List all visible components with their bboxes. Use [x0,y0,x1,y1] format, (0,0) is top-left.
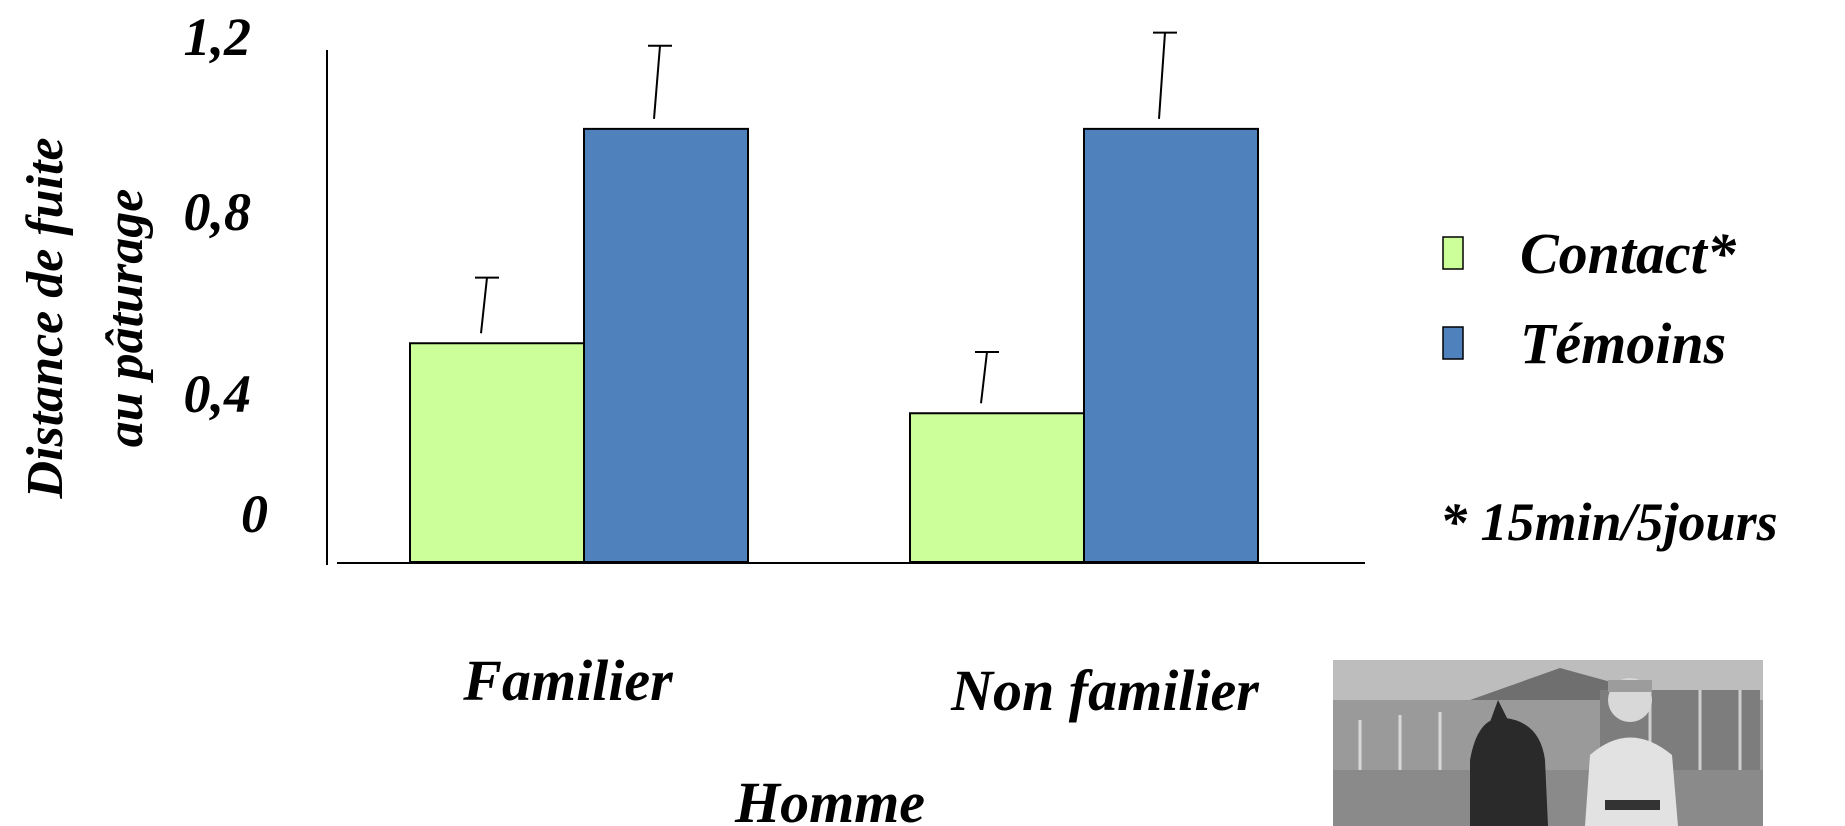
error-bar [980,351,988,404]
bar-temoins-non-familier [1083,127,1259,563]
y-axis-label-line2: au pâturage [97,189,154,448]
y-tick-label: 0,4 [184,364,252,424]
legend-swatch [1442,326,1464,360]
legend-label: Témoins [1520,311,1726,376]
legend-swatch [1442,236,1464,270]
annotation-note: * 15min/5jours [1440,492,1778,552]
error-bar [1158,32,1166,119]
bar-temoins-familier [583,127,749,563]
photo-man-with-horse [1333,660,1763,826]
y-axis-label-line1: Distance de fuite [17,137,74,499]
category-label: Familier [462,648,673,713]
bar-contact-familier [409,342,585,563]
x-axis-label: Homme [734,770,925,826]
y-tick-label: 0 [241,484,268,544]
error-bar [653,45,661,119]
y-tick-label: 1,2 [184,7,252,67]
y-tick-label: 0,8 [184,182,252,242]
legend: Contact* Témoins [1442,221,1737,376]
bar-contact-non-familier [909,412,1085,563]
legend-label: Contact* [1520,221,1737,286]
error-bar [480,277,488,334]
category-label: Non familier [950,658,1259,723]
